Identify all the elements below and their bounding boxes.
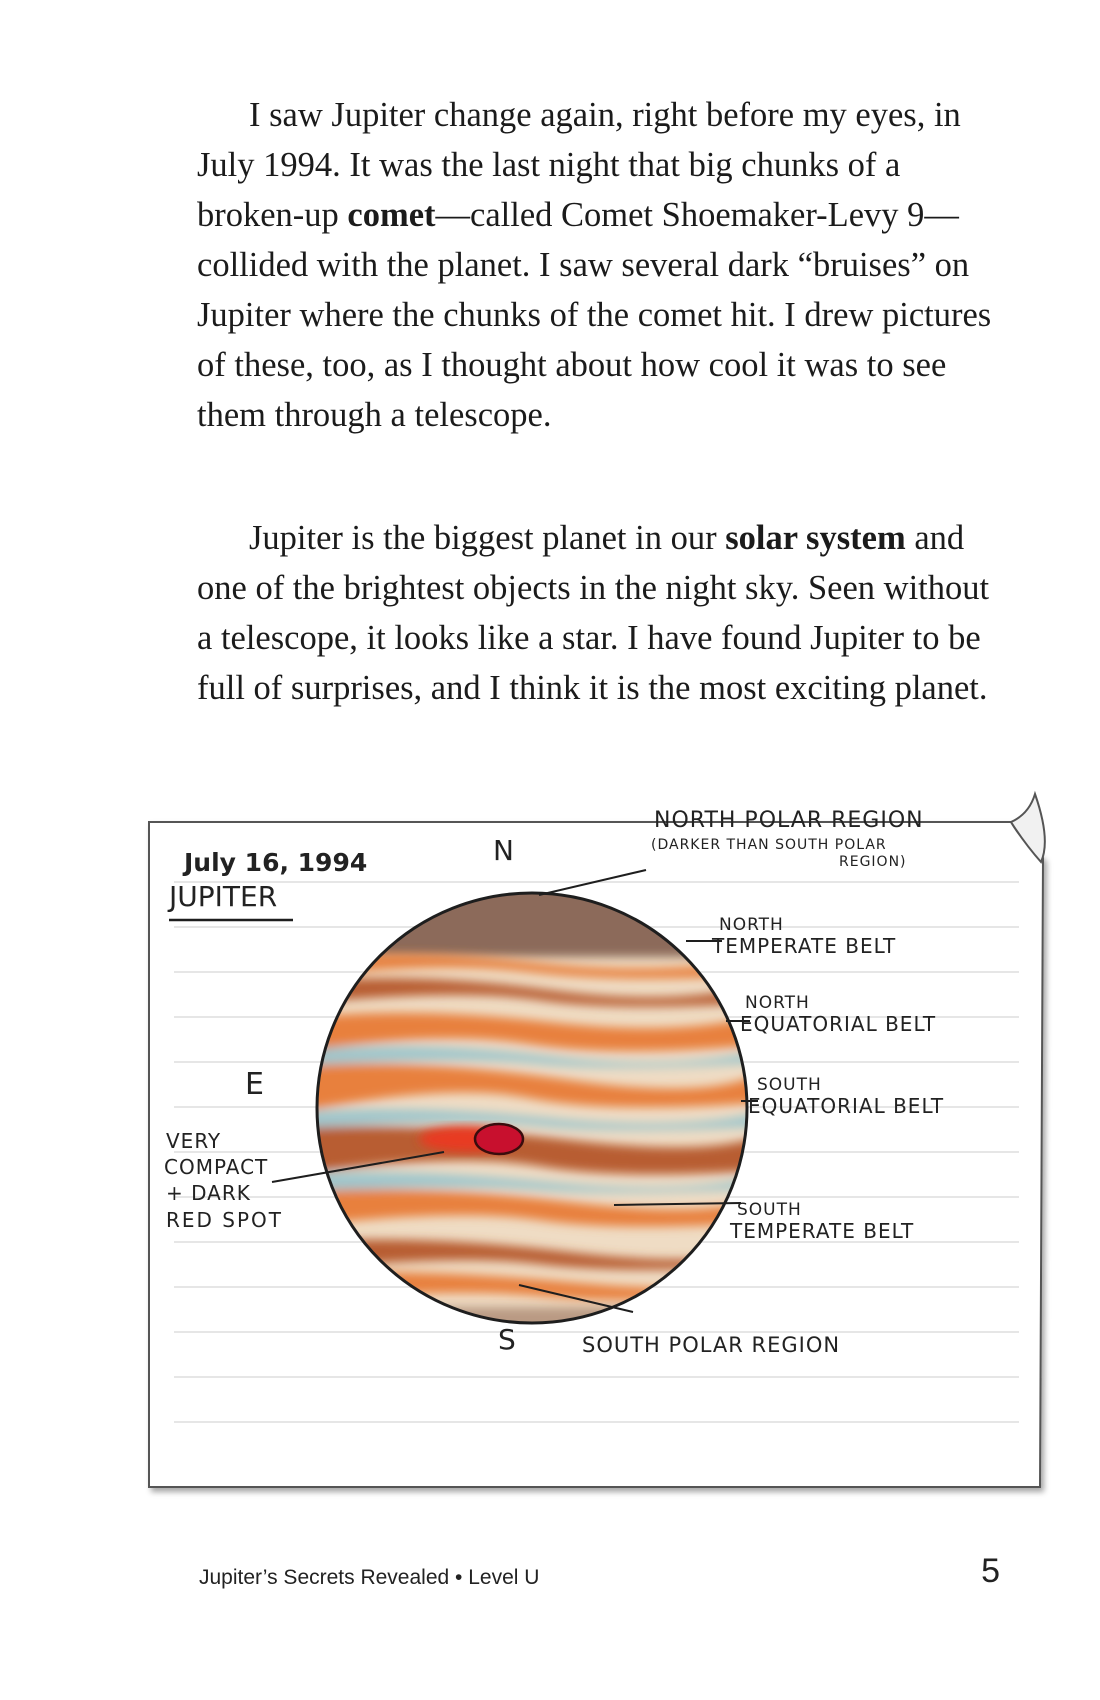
page-number: 5 bbox=[981, 1552, 1000, 1590]
glossary-term-solar-system: solar system bbox=[725, 519, 906, 557]
paragraph-2-text-a: Jupiter is the biggest planet in our bbox=[249, 519, 726, 557]
direction-east: E bbox=[245, 1067, 264, 1102]
pointer-lines bbox=[271, 869, 758, 1313]
label-red-spot-line4: RED SPOT bbox=[166, 1208, 283, 1232]
label-stb-line2: TEMPERATE BELT bbox=[729, 1219, 914, 1243]
footer-book-title: Jupiter’s Secrets Revealed • Level U bbox=[199, 1566, 540, 1589]
label-red-spot-line3: + DARK bbox=[166, 1181, 251, 1205]
label-stb-line1: SOUTH bbox=[737, 1200, 802, 1220]
label-north-polar-note-1: (DARKER THAN SOUTH POLAR bbox=[651, 837, 887, 853]
label-neb-line2: EQUATORIAL BELT bbox=[740, 1012, 936, 1036]
page-curl bbox=[1009, 790, 1046, 864]
paragraph-1-text-b: —called Comet Shoemaker-Levy 9—collided … bbox=[197, 196, 992, 434]
label-red-spot-line2: COMPACT bbox=[164, 1155, 268, 1179]
label-ntb-line2: TEMPERATE BELT bbox=[711, 934, 896, 958]
sketch-title: JUPITER bbox=[167, 880, 277, 913]
jupiter-sketch-svg: July 16, 1994 JUPITER N E S NORTH POLAR … bbox=[148, 790, 1046, 1488]
label-seb-line1: SOUTH bbox=[757, 1075, 822, 1095]
label-north-polar-note-2: REGION) bbox=[839, 854, 907, 870]
label-ntb-line1: NORTH bbox=[719, 915, 784, 935]
label-neb-line1: NORTH bbox=[745, 993, 810, 1013]
paragraph-2: Jupiter is the biggest planet in our sol… bbox=[197, 513, 997, 713]
great-red-spot bbox=[473, 1122, 525, 1156]
glossary-term-comet: comet bbox=[347, 196, 436, 234]
label-seb-line2: EQUATORIAL BELT bbox=[748, 1094, 944, 1118]
planet-outline bbox=[315, 891, 749, 1325]
sketch-date: July 16, 1994 bbox=[182, 848, 367, 877]
label-red-spot-line1: VERY bbox=[166, 1129, 221, 1153]
jupiter-sketch-figure: July 16, 1994 JUPITER N E S NORTH POLAR … bbox=[148, 790, 1046, 1489]
label-north-polar-region: NORTH POLAR REGION bbox=[654, 808, 924, 833]
direction-north: N bbox=[493, 834, 514, 867]
paragraph-1: I saw Jupiter change again, right before… bbox=[197, 90, 997, 440]
label-south-polar-region: SOUTH POLAR REGION bbox=[582, 1333, 840, 1357]
paragraph-2-text-b: and one of the brightest objects in the … bbox=[197, 519, 990, 707]
direction-south: S bbox=[498, 1323, 516, 1356]
paragraph-1-text-a: I saw Jupiter change again, right before… bbox=[197, 96, 961, 234]
